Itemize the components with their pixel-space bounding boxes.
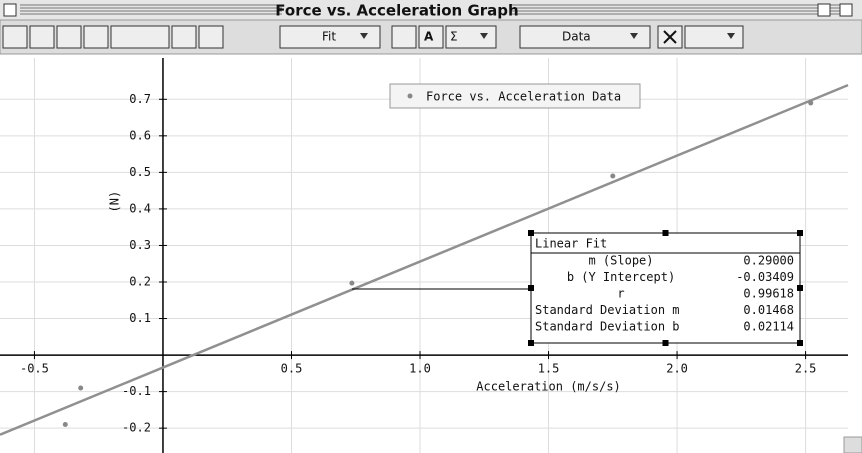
tool-button[interactable]	[29, 25, 55, 49]
tool-button[interactable]	[171, 25, 197, 49]
fit-handle	[797, 230, 803, 236]
y-tick-label: 0.3	[129, 238, 151, 252]
y-tick-label: 0.7	[129, 92, 151, 106]
data-point	[610, 173, 616, 179]
fit-row-value: -0.03409	[736, 270, 794, 284]
x-tick-label: 2.5	[795, 362, 817, 376]
fit-row-name: r	[617, 287, 624, 301]
tool-button[interactable]	[418, 25, 444, 49]
fit-menu[interactable]	[279, 25, 381, 49]
fit-row-name: Standard Deviation b	[535, 320, 680, 334]
close-box[interactable]	[3, 3, 17, 17]
delete-icon	[663, 30, 677, 44]
y-tick-label: 0.1	[129, 311, 151, 325]
fit-row-value: 0.29000	[743, 254, 794, 268]
fit-row-value: 0.99618	[743, 287, 794, 301]
y-tick-label: 0.5	[129, 165, 151, 179]
x-axis-label: Acceleration (m/s/s)	[476, 380, 621, 394]
data-menu[interactable]	[519, 25, 651, 49]
x-tick-label: 1.0	[409, 362, 431, 376]
window-title: Force vs. Acceleration Graph	[275, 2, 518, 20]
data-point	[62, 421, 68, 427]
data-point	[349, 280, 355, 286]
fit-handle	[528, 340, 534, 346]
tool-button[interactable]	[684, 25, 744, 49]
tool-button[interactable]	[110, 25, 170, 49]
tool-button[interactable]	[391, 25, 417, 49]
fit-line	[0, 83, 849, 436]
tool-button[interactable]	[83, 25, 109, 49]
tool-button[interactable]	[2, 25, 28, 49]
fit-row-value: 0.02114	[743, 320, 794, 334]
zoom-box[interactable]	[817, 3, 831, 17]
fit-row-value: 0.01468	[743, 303, 794, 317]
fit-title: Linear Fit	[535, 237, 607, 251]
tool-button[interactable]	[198, 25, 224, 49]
collapse-box[interactable]	[839, 3, 853, 17]
fit-menu-label: Fit	[322, 30, 336, 44]
text-icon: A	[424, 30, 434, 44]
legend-label: Force vs. Acceleration Data	[426, 90, 621, 104]
data-menu-label: Data	[562, 30, 591, 44]
legend-marker	[407, 93, 413, 99]
fit-handle	[797, 285, 803, 291]
fit-handle	[662, 230, 669, 236]
resize-grip	[843, 436, 862, 453]
fit-handle	[528, 285, 534, 291]
y-tick-label: -0.2	[122, 421, 151, 435]
toolbar-buttons	[2, 25, 744, 49]
data-point	[808, 100, 814, 106]
sigma-icon: Σ	[450, 30, 458, 44]
y-tick-label: 0.6	[129, 128, 151, 142]
tool-button[interactable]	[56, 25, 82, 49]
y-axis-label: (N)	[107, 191, 121, 213]
y-tick-label: 0.4	[129, 201, 151, 215]
x-tick-label: 1.5	[538, 362, 560, 376]
legend-box	[389, 83, 641, 109]
x-tick-label: -0.5	[20, 362, 49, 376]
stats-menu[interactable]	[445, 25, 497, 49]
y-tick-label: -0.1	[122, 384, 151, 398]
fit-handle	[797, 340, 803, 346]
fit-row-name: Standard Deviation m	[535, 303, 680, 317]
x-tick-label: 2.0	[666, 362, 688, 376]
fit-row-name: m (Slope)	[588, 254, 653, 268]
fit-handle	[528, 230, 534, 236]
fit-box	[530, 232, 801, 344]
y-tick-label: 0.2	[129, 274, 151, 288]
x-tick-label: 0.5	[281, 362, 303, 376]
data-point	[78, 385, 84, 391]
fit-handle	[662, 340, 669, 346]
title-bg	[282, 1, 512, 19]
fit-row-name: b (Y Intercept)	[567, 270, 675, 284]
